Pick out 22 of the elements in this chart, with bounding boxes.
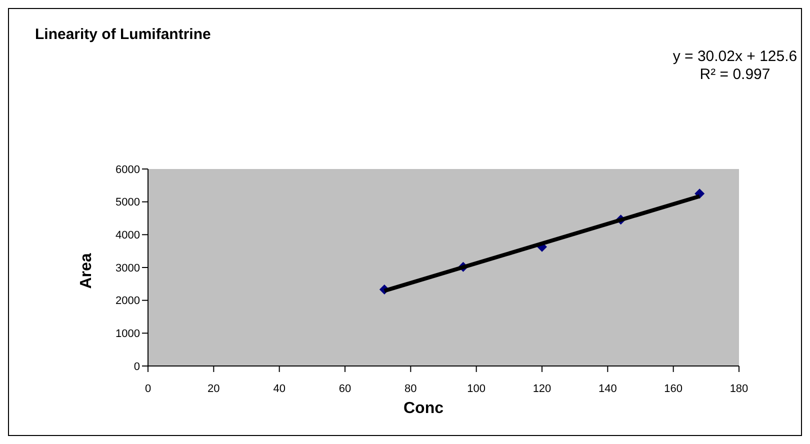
- x-axis-title: Conc: [404, 400, 444, 417]
- y-axis-title: Area: [78, 253, 95, 289]
- y-tick-label: 4000: [116, 230, 140, 242]
- x-tick-label: 120: [532, 382, 552, 395]
- text: R² = 0.997: [700, 66, 770, 83]
- x-tick-label: 20: [208, 382, 220, 395]
- x-tick-label: 0: [144, 382, 152, 395]
- y-tick-label: 1000: [116, 328, 140, 340]
- x-tick-label: 180: [730, 382, 748, 395]
- x-tick-label: 140: [598, 382, 617, 395]
- x-tick-label: 80: [404, 382, 417, 395]
- y-tick-label: 3000: [116, 262, 140, 274]
- x-tick-label: 160: [664, 382, 683, 395]
- y-tick-label: 5000: [116, 196, 140, 209]
- y-tick-label: 2000: [116, 295, 140, 308]
- x-tick-label: 40: [273, 382, 286, 395]
- y-tick-label: 6000: [116, 164, 140, 176]
- x-tick-label: 60: [338, 382, 352, 395]
- y-tick-label: 0: [134, 360, 140, 373]
- text: y = 30.02x + 125.6: [672, 48, 798, 65]
- x-tick-label: 100: [467, 382, 486, 395]
- chart-title: Linearity of Lumifantrine: [35, 26, 211, 43]
